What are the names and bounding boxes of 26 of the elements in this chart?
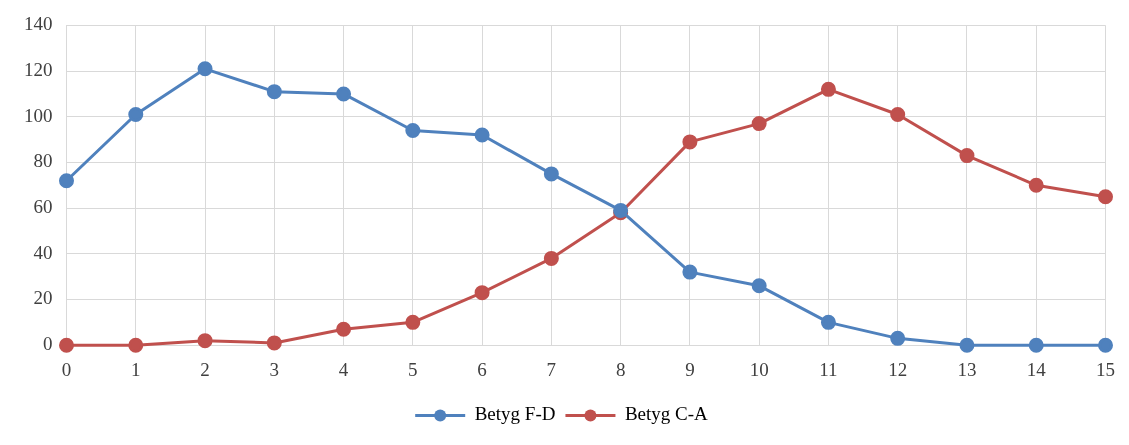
y-tick-label: 40 (33, 241, 53, 263)
x-tick-label: 13 (957, 358, 977, 380)
y-tick-label: 20 (33, 287, 53, 309)
x-tick-label: 1 (131, 358, 141, 380)
y-tick-label: 100 (24, 104, 53, 126)
x-tick-label: 4 (338, 358, 349, 380)
x-tick-label: 2 (200, 358, 210, 380)
x-tick-label: 10 (749, 358, 769, 380)
legend-label: Betyg F-D (474, 403, 556, 425)
y-tick-label: 0 (43, 333, 53, 355)
x-tick-label: 8 (615, 358, 626, 380)
y-tick-label: 60 (33, 196, 53, 218)
y-tick-label: 140 (24, 13, 53, 35)
x-tick-label: 0 (61, 358, 72, 380)
x-tick-label: 3 (269, 358, 280, 380)
x-tick-label: 5 (408, 358, 418, 380)
y-tick-label: 80 (33, 150, 53, 172)
x-tick-label: 7 (546, 358, 557, 380)
x-tick-label: 11 (819, 358, 838, 380)
x-tick-label: 15 (1096, 358, 1115, 380)
legend-label: Betyg C-A (624, 403, 709, 425)
x-tick-label: 14 (1026, 358, 1047, 380)
y-tick-label: 120 (24, 59, 53, 81)
x-tick-label: 9 (685, 358, 695, 380)
x-tick-label: 6 (477, 358, 487, 380)
x-tick-label: 12 (888, 358, 908, 380)
